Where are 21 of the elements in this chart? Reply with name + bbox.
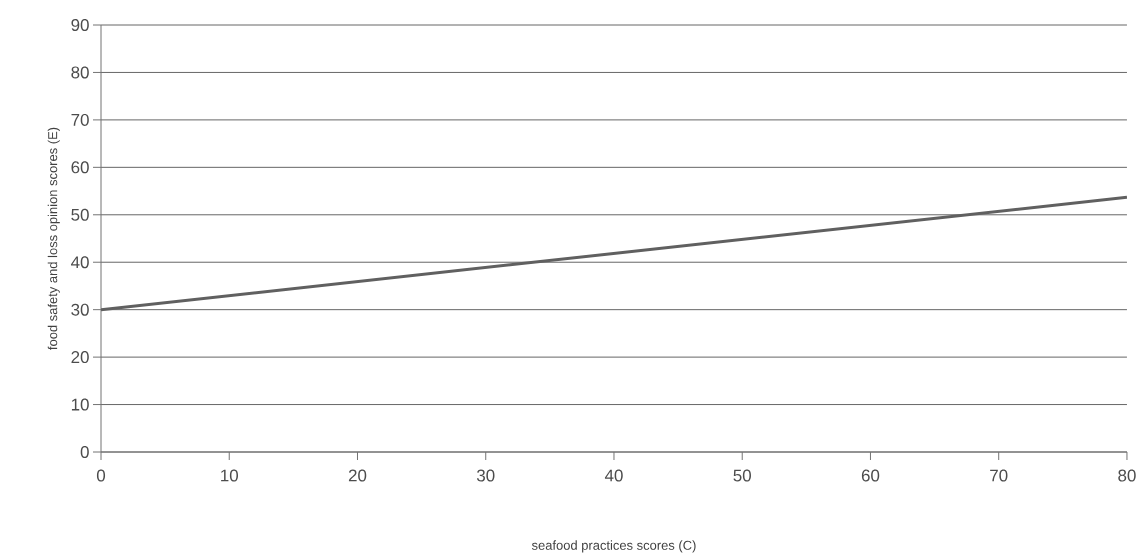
y-tick-label: 40 [71, 256, 89, 269]
y-tick-label: 50 [71, 208, 89, 221]
y-tick-label: 20 [71, 351, 89, 364]
y-tick-label: 80 [71, 66, 89, 79]
x-tick-label: 50 [733, 469, 751, 482]
y-tick-label: 10 [71, 398, 89, 411]
x-tick-label: 70 [990, 469, 1008, 482]
y-axis-title: food safety and loss opinion scores (E) [47, 127, 60, 350]
x-tick-label: 60 [861, 469, 880, 482]
x-tick-label: 10 [221, 469, 239, 482]
y-tick-label: 60 [71, 161, 89, 174]
x-tick-label: 80 [1118, 469, 1136, 482]
x-tick-label: 0 [96, 469, 106, 482]
y-tick-label: 0 [80, 446, 89, 458]
x-tick-label: 20 [348, 469, 367, 482]
y-tick-label: 90 [71, 19, 89, 32]
x-axis-title: seafood practices scores (C) [531, 540, 696, 553]
y-tick-label: 30 [71, 303, 89, 316]
y-tick-label: 70 [71, 113, 89, 126]
x-tick-label: 40 [604, 469, 623, 482]
x-tick-label: 30 [476, 469, 495, 482]
